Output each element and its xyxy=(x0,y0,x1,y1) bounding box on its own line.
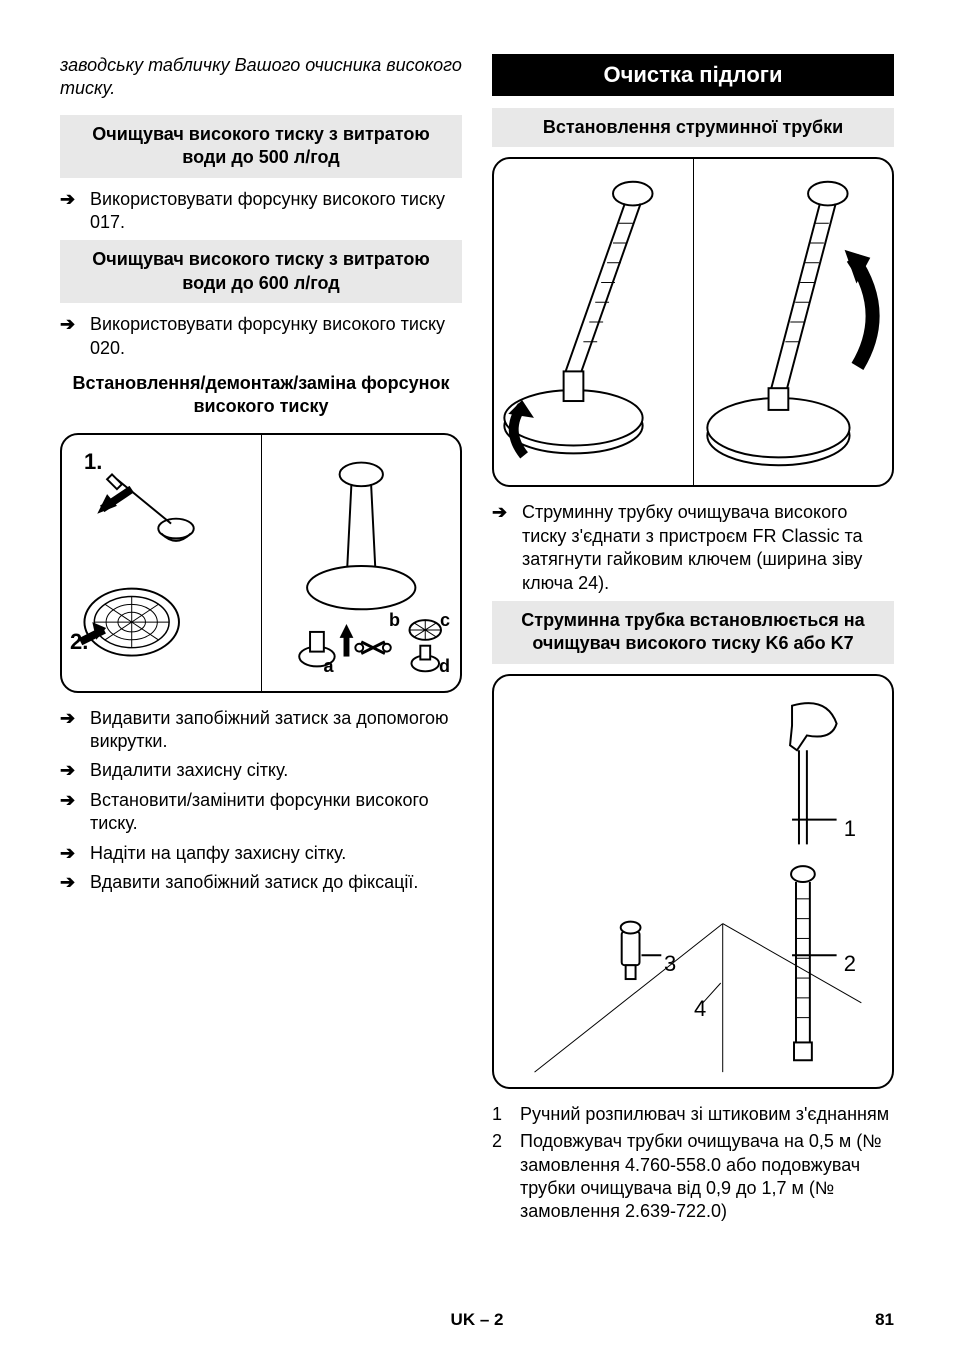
diagram-label-2: 2. xyxy=(70,629,88,655)
diagram-label-b: b xyxy=(389,610,400,631)
arrow-icon: ➔ xyxy=(60,313,90,336)
heading-500: Очищувач високого тиску з витратою води … xyxy=(60,115,462,178)
nozzle-step-3-text: Встановити/замінити форсунки високого ти… xyxy=(90,789,462,836)
step-tube-text: Струминну трубку очищувача високого тиск… xyxy=(522,501,894,595)
footer-page: 81 xyxy=(875,1310,894,1330)
heading-install-tube: Встановлення струминної трубки xyxy=(492,108,894,147)
k67-svg xyxy=(494,676,892,1087)
diagram-nozzle: 1. 2. xyxy=(60,433,462,693)
numlist-2-t: Подовжувач трубки очищувача на 0,5 м (№ … xyxy=(520,1130,894,1224)
k67-label-2: 2 xyxy=(844,951,856,977)
diagram-k67: 1 2 3 4 xyxy=(492,674,894,1089)
numlist-row-2: 2 Подовжувач трубки очищувача на 0,5 м (… xyxy=(492,1130,894,1224)
arrow-icon: ➔ xyxy=(60,759,90,782)
nozzle-step-4: ➔Надіти на цапфу захисну сітку. xyxy=(60,842,462,865)
numlist-row-1: 1 Ручний розпилювач зі штиковим з'єднанн… xyxy=(492,1103,894,1126)
heading-floor-clean: Очистка підлоги xyxy=(492,54,894,96)
diagram-tube xyxy=(492,157,894,487)
diagram-label-c: c xyxy=(440,610,450,631)
numlist-2-n: 2 xyxy=(492,1130,520,1224)
numlist-1-t: Ручний розпилювач зі штиковим з'єднанням xyxy=(520,1103,889,1126)
k67-label-1: 1 xyxy=(844,816,856,842)
nozzle-step-5: ➔Вдавити запобіжний затиск до фіксації. xyxy=(60,871,462,894)
nozzle-step-2-text: Видалити захисну сітку. xyxy=(90,759,462,782)
nozzle-step-4-text: Надіти на цапфу захисну сітку. xyxy=(90,842,462,865)
nozzle-step-5-text: Вдавити запобіжний затиск до фіксації. xyxy=(90,871,462,894)
step-500-text: Використовувати форсунку високого тиску … xyxy=(90,188,462,235)
arrow-icon: ➔ xyxy=(60,842,90,865)
nozzle-right-svg xyxy=(262,435,461,691)
k67-label-4: 4 xyxy=(694,996,706,1022)
heading-600: Очищувач високого тиску з витратою води … xyxy=(60,240,462,303)
step-500: ➔ Використовувати форсунку високого тиск… xyxy=(60,188,462,235)
tube-right-svg xyxy=(694,159,893,485)
arrow-icon: ➔ xyxy=(60,871,90,894)
arrow-icon: ➔ xyxy=(492,501,522,524)
step-600-text: Використовувати форсунку високого тиску … xyxy=(90,313,462,360)
diagram-label-a: a xyxy=(324,656,334,677)
step-tube: ➔ Струминну трубку очищувача високого ти… xyxy=(492,501,894,595)
page-footer: UK – 2 81 xyxy=(0,1310,954,1330)
nozzle-step-1: ➔Видавити запобіжний затиск за допомогою… xyxy=(60,707,462,754)
arrow-icon: ➔ xyxy=(60,789,90,812)
arrow-icon: ➔ xyxy=(60,707,90,730)
footer-center: UK – 2 xyxy=(451,1310,504,1330)
diagram-label-1: 1. xyxy=(84,449,102,475)
heading-nozzle: Встановлення/демонтаж/заміна форсунок ви… xyxy=(60,372,462,419)
k67-label-3: 3 xyxy=(664,951,676,977)
numlist-1-n: 1 xyxy=(492,1103,520,1126)
arrow-icon: ➔ xyxy=(60,188,90,211)
nozzle-step-2: ➔Видалити захисну сітку. xyxy=(60,759,462,782)
tube-left-svg xyxy=(494,159,693,485)
intro-italic: заводську табличку Вашого очисника висок… xyxy=(60,54,462,101)
diagram-label-d: d xyxy=(439,656,450,677)
heading-k6k7: Струминна трубка встановлюється на очищу… xyxy=(492,601,894,664)
step-600: ➔ Використовувати форсунку високого тиск… xyxy=(60,313,462,360)
nozzle-step-3: ➔Встановити/замінити форсунки високого т… xyxy=(60,789,462,836)
numbered-list: 1 Ручний розпилювач зі штиковим з'єднанн… xyxy=(492,1103,894,1224)
nozzle-step-1-text: Видавити запобіжний затиск за допомогою … xyxy=(90,707,462,754)
